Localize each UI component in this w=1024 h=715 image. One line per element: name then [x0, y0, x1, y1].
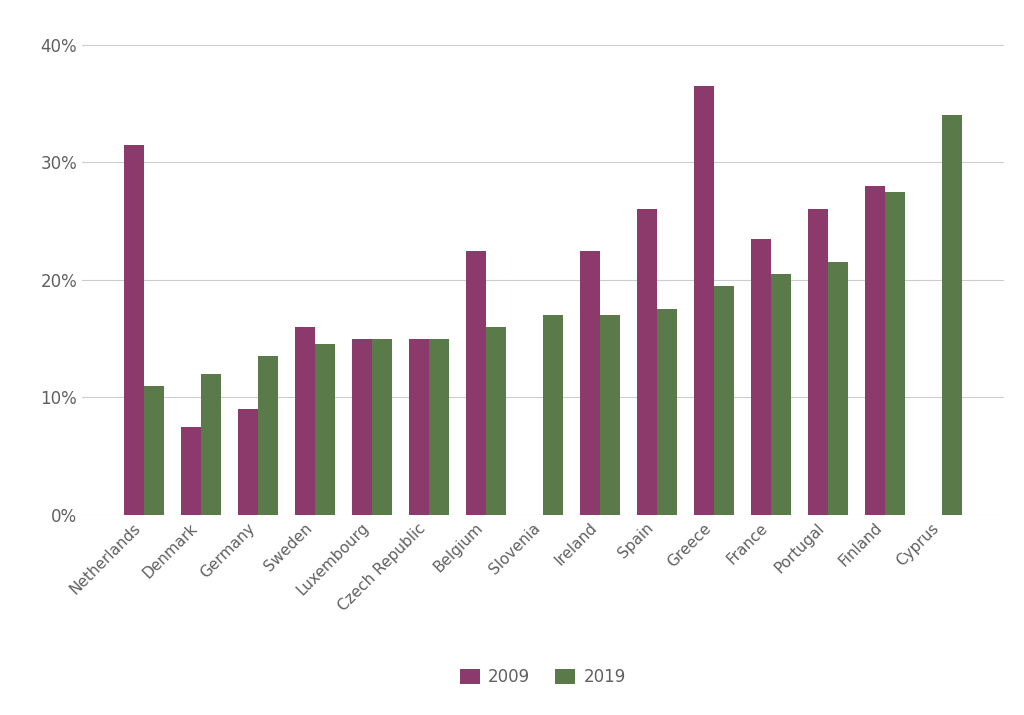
Bar [808, 209, 827, 515]
Bar [143, 385, 164, 515]
Bar [827, 262, 848, 515]
Bar [295, 327, 314, 515]
Bar [751, 239, 771, 515]
Bar [864, 186, 885, 515]
Bar [637, 209, 656, 515]
Bar [124, 144, 143, 515]
Bar [372, 339, 392, 515]
Bar [485, 327, 506, 515]
Bar [409, 339, 429, 515]
Bar [466, 250, 485, 515]
Bar [258, 356, 278, 515]
Bar [656, 310, 677, 515]
Bar [714, 286, 733, 515]
Bar [693, 86, 714, 515]
Bar [942, 115, 962, 515]
Bar [885, 192, 904, 515]
Bar [352, 339, 372, 515]
Legend: 2009, 2019: 2009, 2019 [453, 661, 633, 693]
Bar [201, 374, 221, 515]
Bar [771, 274, 791, 515]
Bar [181, 427, 201, 515]
Bar [429, 339, 449, 515]
Bar [314, 345, 335, 515]
Bar [580, 250, 600, 515]
Bar [543, 315, 562, 515]
Bar [238, 409, 258, 515]
Bar [600, 315, 620, 515]
